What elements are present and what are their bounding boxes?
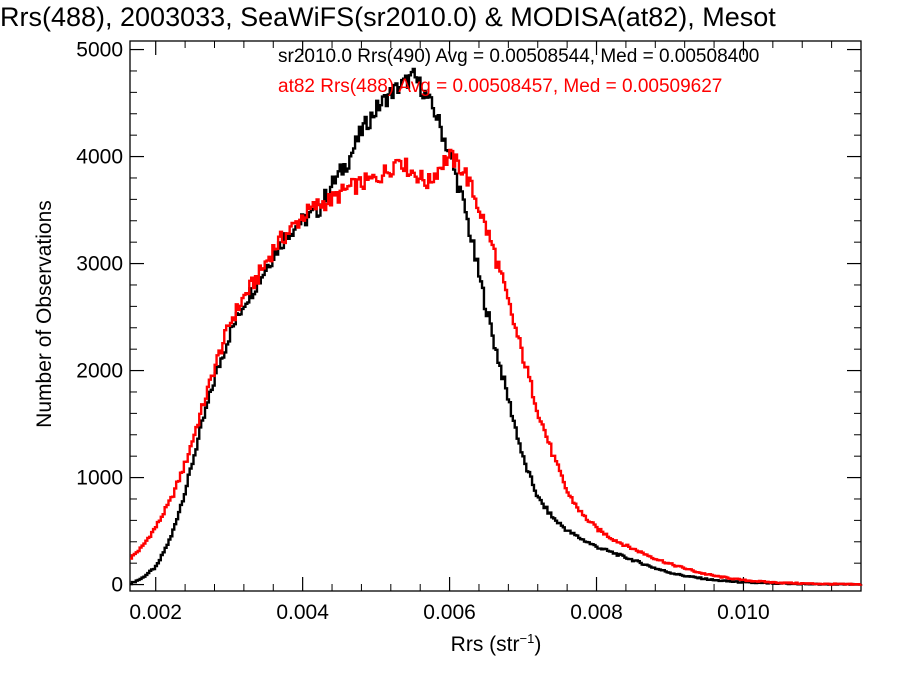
x-tick-label: 0.006 — [423, 601, 476, 624]
y-tick-label: 3000 — [76, 253, 123, 276]
y-axis-label: Number of Observations — [33, 200, 56, 428]
plot-border — [129, 40, 862, 592]
x-axis-label-close: ) — [534, 633, 542, 656]
legend-entry-sr2010: sr2010.0 Rrs(490) Avg = 0.00508544, Med … — [278, 46, 760, 67]
x-tick-label: 0.010 — [717, 601, 770, 624]
axes-frame — [129, 40, 862, 592]
chart-title: Rrs(488), 2003033, SeaWiFS(sr2010.0) & M… — [0, 2, 776, 32]
x-tick-label: 0.004 — [276, 601, 329, 624]
axis-ticks: 0.002 0.004 0.006 0.008 0.010 0 1000 2000 3000 40… — [76, 39, 862, 624]
y-tick-label: 1000 — [76, 467, 123, 490]
y-tick-label: 0 — [111, 574, 123, 597]
x-axis-label: Rrs (str−1) — [396, 631, 596, 657]
legend-entry-at82: at82 Rrs(488) Avg = 0.00508457, Med = 0.… — [278, 76, 723, 97]
y-tick-label: 2000 — [76, 360, 123, 383]
x-axis-label-main: Rrs (str — [450, 633, 520, 656]
series-line-at82 — [130, 148, 863, 586]
x-tick-label: 0.008 — [570, 601, 623, 624]
series-line-sr2010 — [130, 67, 863, 586]
y-tick-label: 5000 — [76, 39, 123, 62]
x-axis-label-unit-exponent: −1 — [519, 631, 535, 646]
x-tick-label: 0.002 — [129, 601, 182, 624]
series-layer — [130, 67, 863, 586]
y-tick-label: 4000 — [76, 146, 123, 169]
